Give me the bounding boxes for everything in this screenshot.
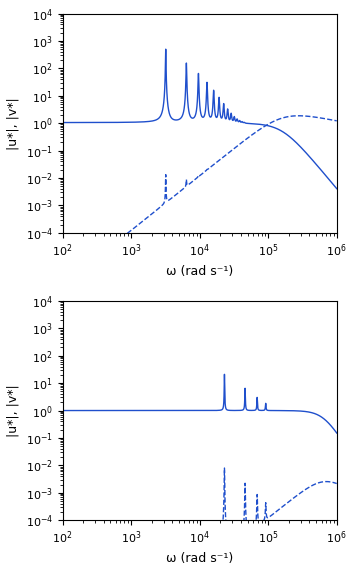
Y-axis label: |u*|, |v*|: |u*|, |v*| [7, 384, 20, 437]
X-axis label: ω (rad s⁻¹): ω (rad s⁻¹) [166, 552, 233, 565]
X-axis label: ω (rad s⁻¹): ω (rad s⁻¹) [166, 265, 233, 277]
Y-axis label: |u*|, |v*|: |u*|, |v*| [7, 97, 20, 149]
